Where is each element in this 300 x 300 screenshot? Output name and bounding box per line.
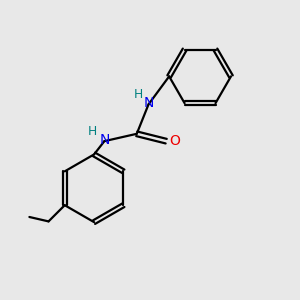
Text: O: O <box>169 134 181 148</box>
Text: N: N <box>143 96 154 110</box>
Text: N: N <box>99 133 110 147</box>
Text: H: H <box>134 88 143 101</box>
Text: H: H <box>88 125 97 138</box>
